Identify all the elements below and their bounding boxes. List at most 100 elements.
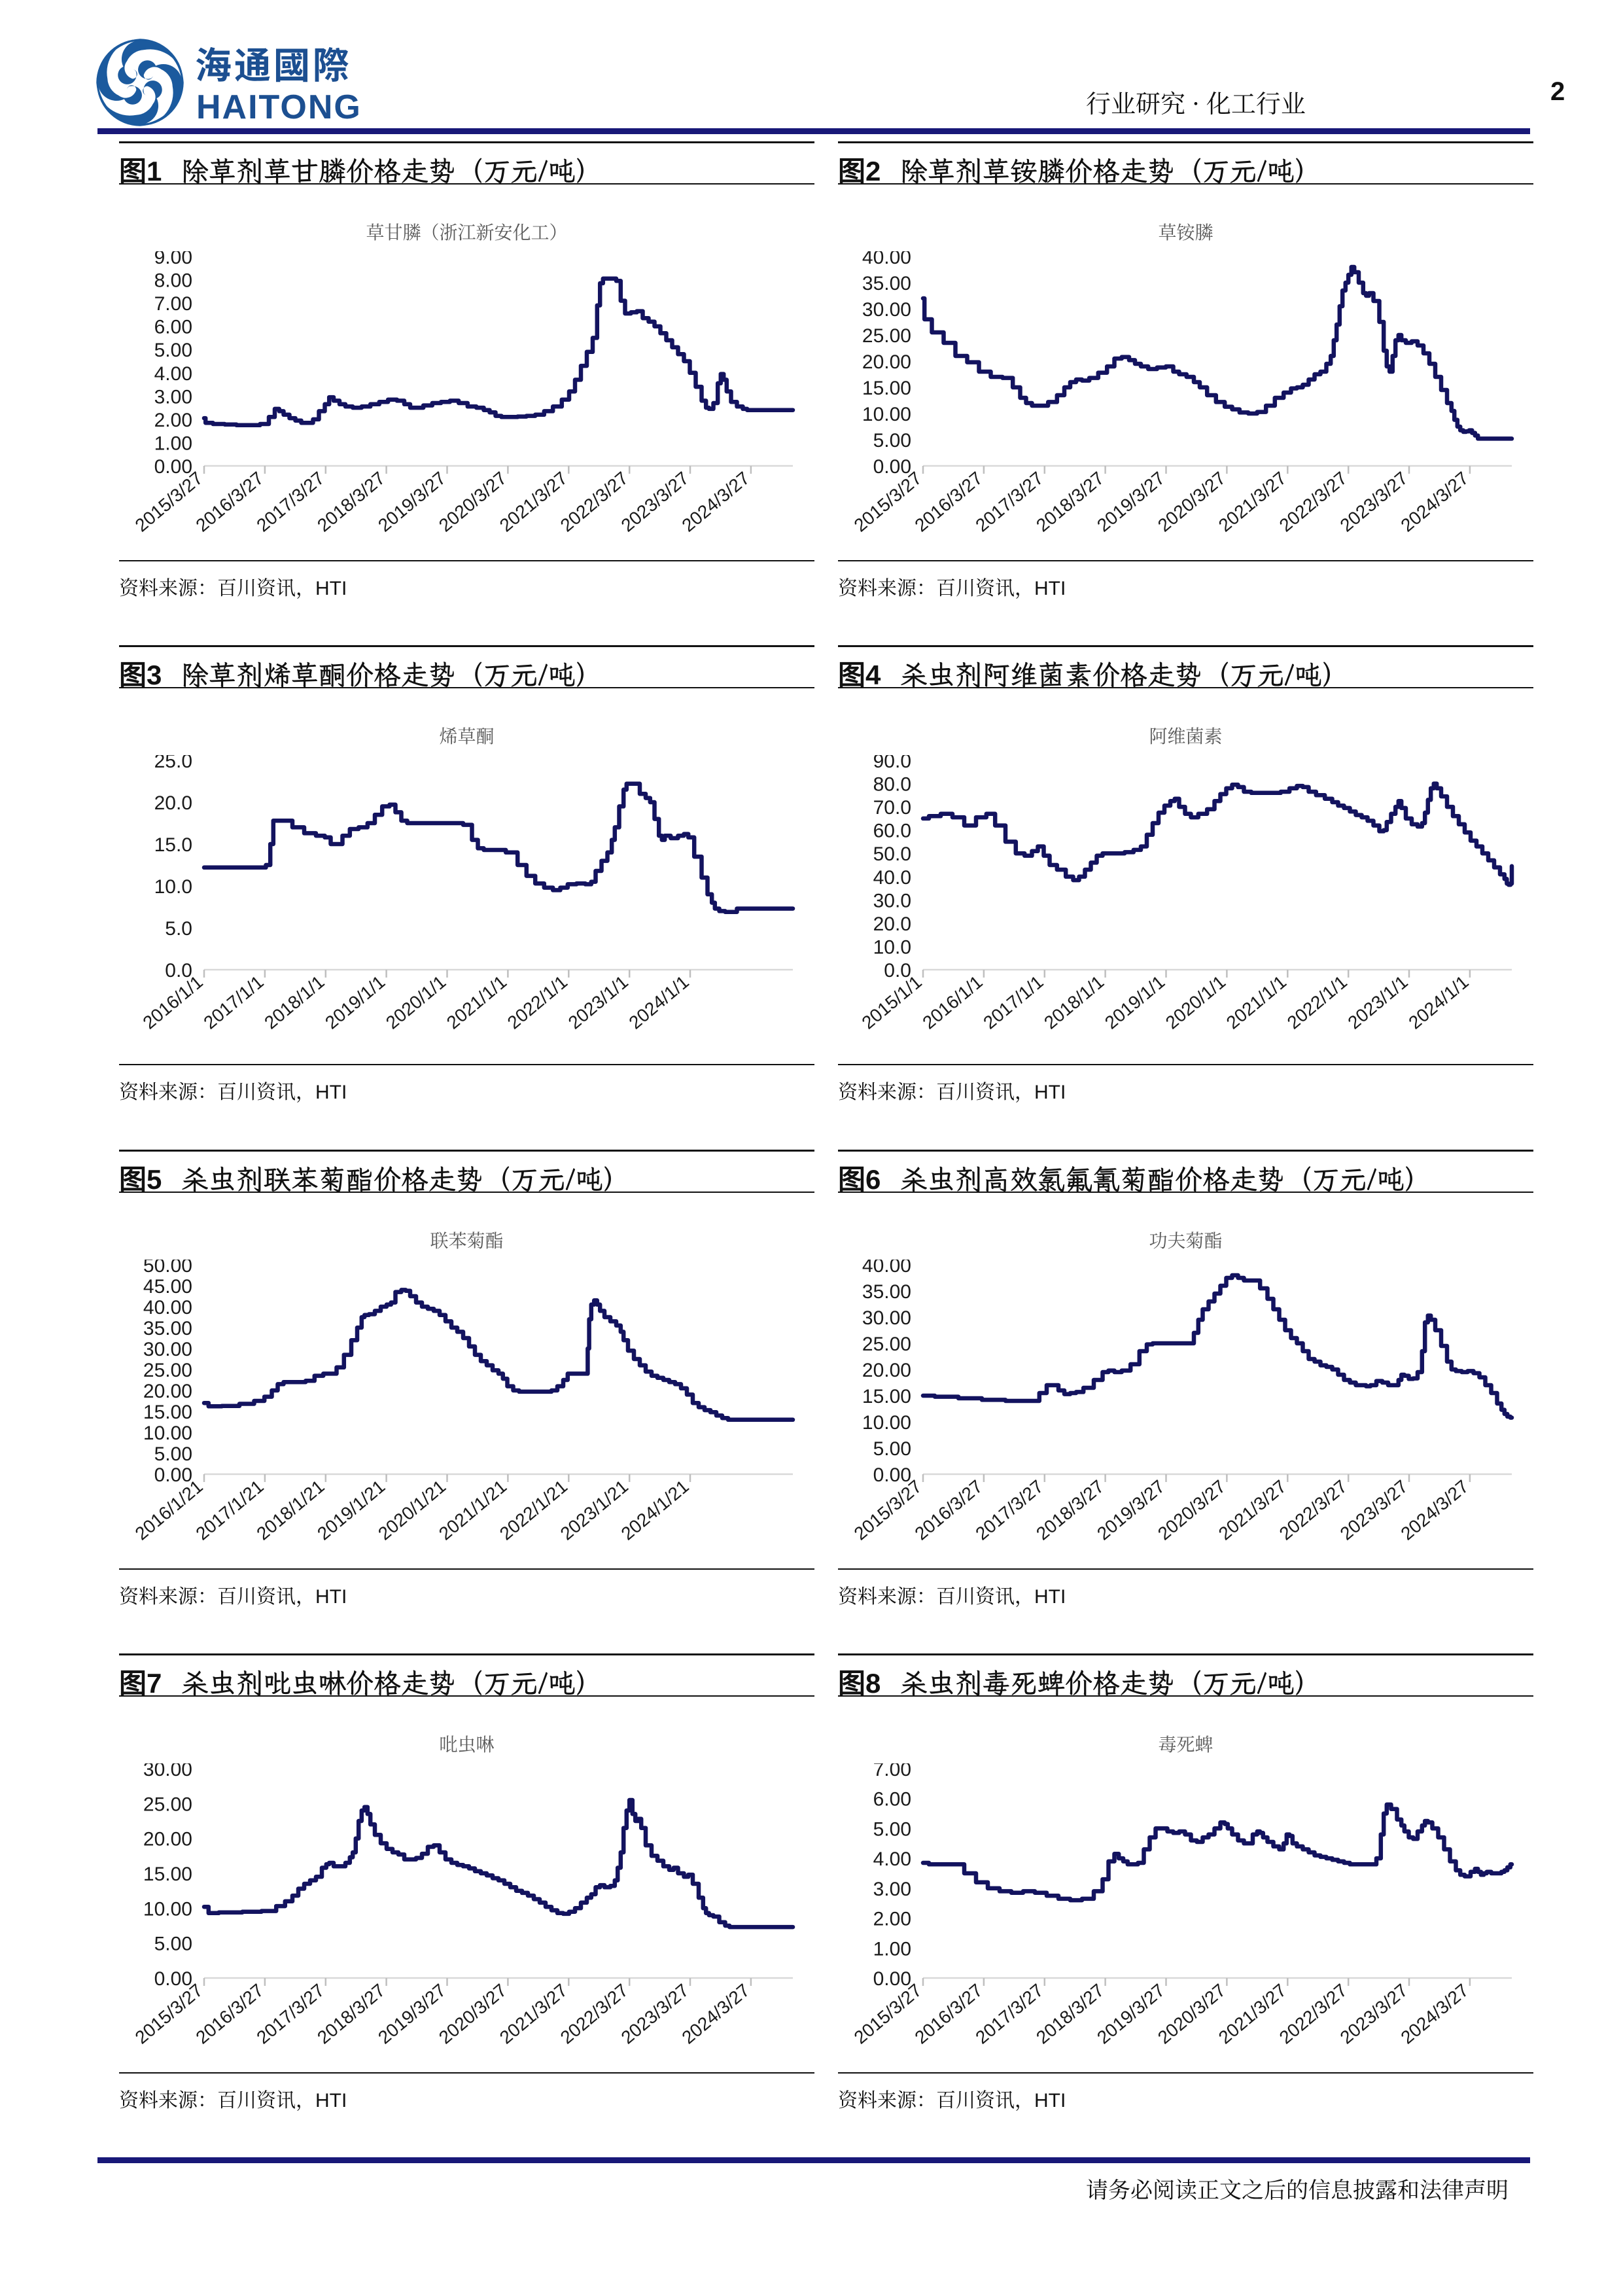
svg-text:40.00: 40.00 [143, 1297, 192, 1318]
svg-text:2022/3/27: 2022/3/27 [1276, 1475, 1351, 1544]
svg-text:15.00: 15.00 [862, 1386, 911, 1407]
svg-text:2024/3/27: 2024/3/27 [1397, 1475, 1472, 1544]
svg-text:20.00: 20.00 [862, 351, 911, 373]
svg-text:5.00: 5.00 [154, 1443, 192, 1465]
svg-text:2018/3/27: 2018/3/27 [313, 1980, 389, 2048]
svg-text:2022/3/27: 2022/3/27 [1276, 468, 1351, 536]
svg-text:30.00: 30.00 [862, 1307, 911, 1329]
svg-text:2.00: 2.00 [154, 410, 192, 431]
svg-text:2019/1/1: 2019/1/1 [321, 972, 389, 1033]
svg-text:2021/3/27: 2021/3/27 [496, 468, 571, 536]
svg-text:20.00: 20.00 [143, 1828, 192, 1850]
svg-text:2020/3/27: 2020/3/27 [1154, 1980, 1229, 2048]
svg-text:3.00: 3.00 [873, 1879, 911, 1900]
svg-text:2023/1/1: 2023/1/1 [1344, 972, 1411, 1033]
svg-text:5.00: 5.00 [873, 1818, 911, 1840]
svg-text:2023/3/27: 2023/3/27 [1336, 1980, 1411, 2048]
svg-text:5.00: 5.00 [873, 430, 911, 451]
svg-text:2017/3/27: 2017/3/27 [253, 1980, 328, 2048]
svg-text:2016/3/27: 2016/3/27 [911, 468, 986, 536]
svg-text:2021/3/27: 2021/3/27 [496, 1980, 571, 2048]
svg-text:35.00: 35.00 [862, 1281, 911, 1303]
svg-text:2023/3/27: 2023/3/27 [617, 468, 692, 536]
svg-text:8.00: 8.00 [154, 270, 192, 292]
svg-text:15.00: 15.00 [143, 1402, 192, 1423]
svg-text:2016/1/21: 2016/1/21 [131, 1475, 206, 1544]
svg-text:25.00: 25.00 [143, 1793, 192, 1815]
svg-text:35.00: 35.00 [143, 1318, 192, 1339]
svg-text:2024/1/1: 2024/1/1 [625, 972, 692, 1033]
svg-text:2016/3/27: 2016/3/27 [911, 1980, 986, 2048]
svg-text:2021/3/27: 2021/3/27 [1215, 1475, 1290, 1544]
svg-text:2019/3/27: 2019/3/27 [374, 1980, 449, 2048]
svg-text:25.00: 25.00 [143, 1360, 192, 1381]
svg-text:2016/3/27: 2016/3/27 [192, 1980, 267, 2048]
svg-text:90.0: 90.0 [873, 755, 911, 772]
svg-text:2022/3/27: 2022/3/27 [557, 1980, 632, 2048]
svg-text:2015/3/27: 2015/3/27 [850, 1475, 925, 1544]
svg-text:2019/3/27: 2019/3/27 [374, 468, 449, 536]
svg-text:30.0: 30.0 [873, 891, 911, 912]
svg-text:7.00: 7.00 [873, 1763, 911, 1780]
svg-text:30.00: 30.00 [143, 1763, 192, 1780]
svg-text:2018/3/27: 2018/3/27 [1032, 1980, 1108, 2048]
svg-text:3.00: 3.00 [154, 386, 192, 408]
svg-text:25.00: 25.00 [862, 325, 911, 347]
svg-text:15.00: 15.00 [143, 1863, 192, 1885]
svg-text:2022/1/21: 2022/1/21 [496, 1475, 571, 1544]
svg-text:1.00: 1.00 [873, 1938, 911, 1960]
svg-text:15.0: 15.0 [154, 834, 192, 856]
svg-text:70.0: 70.0 [873, 797, 911, 819]
svg-text:2017/3/27: 2017/3/27 [971, 1980, 1047, 2048]
svg-text:2020/3/27: 2020/3/27 [435, 1980, 510, 2048]
svg-text:4.00: 4.00 [873, 1848, 911, 1870]
svg-text:2023/3/27: 2023/3/27 [1336, 1475, 1411, 1544]
svg-text:2024/1/21: 2024/1/21 [617, 1475, 692, 1544]
svg-text:2015/3/27: 2015/3/27 [850, 468, 925, 536]
svg-text:50.00: 50.00 [143, 1260, 192, 1277]
svg-text:2021/1/1: 2021/1/1 [443, 972, 510, 1033]
svg-text:40.00: 40.00 [862, 1260, 911, 1277]
svg-text:60.0: 60.0 [873, 821, 911, 842]
svg-text:2022/1/1: 2022/1/1 [1283, 972, 1351, 1033]
svg-text:5.0: 5.0 [165, 918, 192, 940]
svg-text:40.00: 40.00 [862, 251, 911, 268]
svg-text:2021/3/27: 2021/3/27 [1215, 468, 1290, 536]
svg-text:2016/3/27: 2016/3/27 [192, 468, 267, 536]
svg-text:2020/1/1: 2020/1/1 [1162, 972, 1229, 1033]
svg-text:10.0: 10.0 [154, 876, 192, 898]
svg-text:2018/3/27: 2018/3/27 [1032, 468, 1108, 536]
svg-text:2021/1/21: 2021/1/21 [435, 1475, 510, 1544]
svg-text:2024/3/27: 2024/3/27 [1397, 468, 1472, 536]
svg-text:2023/3/27: 2023/3/27 [1336, 468, 1411, 536]
svg-text:10.0: 10.0 [873, 937, 911, 959]
svg-text:2022/3/27: 2022/3/27 [557, 468, 632, 536]
svg-text:2015/3/27: 2015/3/27 [850, 1980, 925, 2048]
svg-text:5.00: 5.00 [154, 340, 192, 361]
svg-text:20.00: 20.00 [862, 1360, 911, 1381]
svg-text:6.00: 6.00 [154, 317, 192, 338]
svg-text:10.00: 10.00 [143, 1422, 192, 1444]
svg-text:25.0: 25.0 [154, 755, 192, 772]
svg-text:2015/3/27: 2015/3/27 [131, 1980, 206, 2048]
svg-text:40.0: 40.0 [873, 867, 911, 889]
svg-text:2022/3/27: 2022/3/27 [1276, 1980, 1351, 2048]
svg-text:5.00: 5.00 [873, 1438, 911, 1460]
svg-text:2018/3/27: 2018/3/27 [313, 468, 389, 536]
svg-text:2018/1/1: 2018/1/1 [1040, 972, 1108, 1033]
svg-text:2017/3/27: 2017/3/27 [971, 468, 1047, 536]
svg-text:1.00: 1.00 [154, 433, 192, 454]
svg-text:9.00: 9.00 [154, 251, 192, 268]
svg-text:20.0: 20.0 [873, 913, 911, 935]
svg-text:20.00: 20.00 [143, 1381, 192, 1402]
svg-text:2024/3/27: 2024/3/27 [678, 468, 753, 536]
svg-text:2018/3/27: 2018/3/27 [1032, 1475, 1108, 1544]
svg-text:35.00: 35.00 [862, 273, 911, 294]
svg-text:2022/1/1: 2022/1/1 [504, 972, 571, 1033]
svg-text:2024/3/27: 2024/3/27 [678, 1980, 753, 2048]
svg-text:2017/1/1: 2017/1/1 [979, 972, 1047, 1033]
svg-text:2020/3/27: 2020/3/27 [1154, 1475, 1229, 1544]
svg-text:2018/1/21: 2018/1/21 [253, 1475, 328, 1544]
svg-text:2019/3/27: 2019/3/27 [1093, 1980, 1168, 2048]
svg-text:25.00: 25.00 [862, 1333, 911, 1355]
